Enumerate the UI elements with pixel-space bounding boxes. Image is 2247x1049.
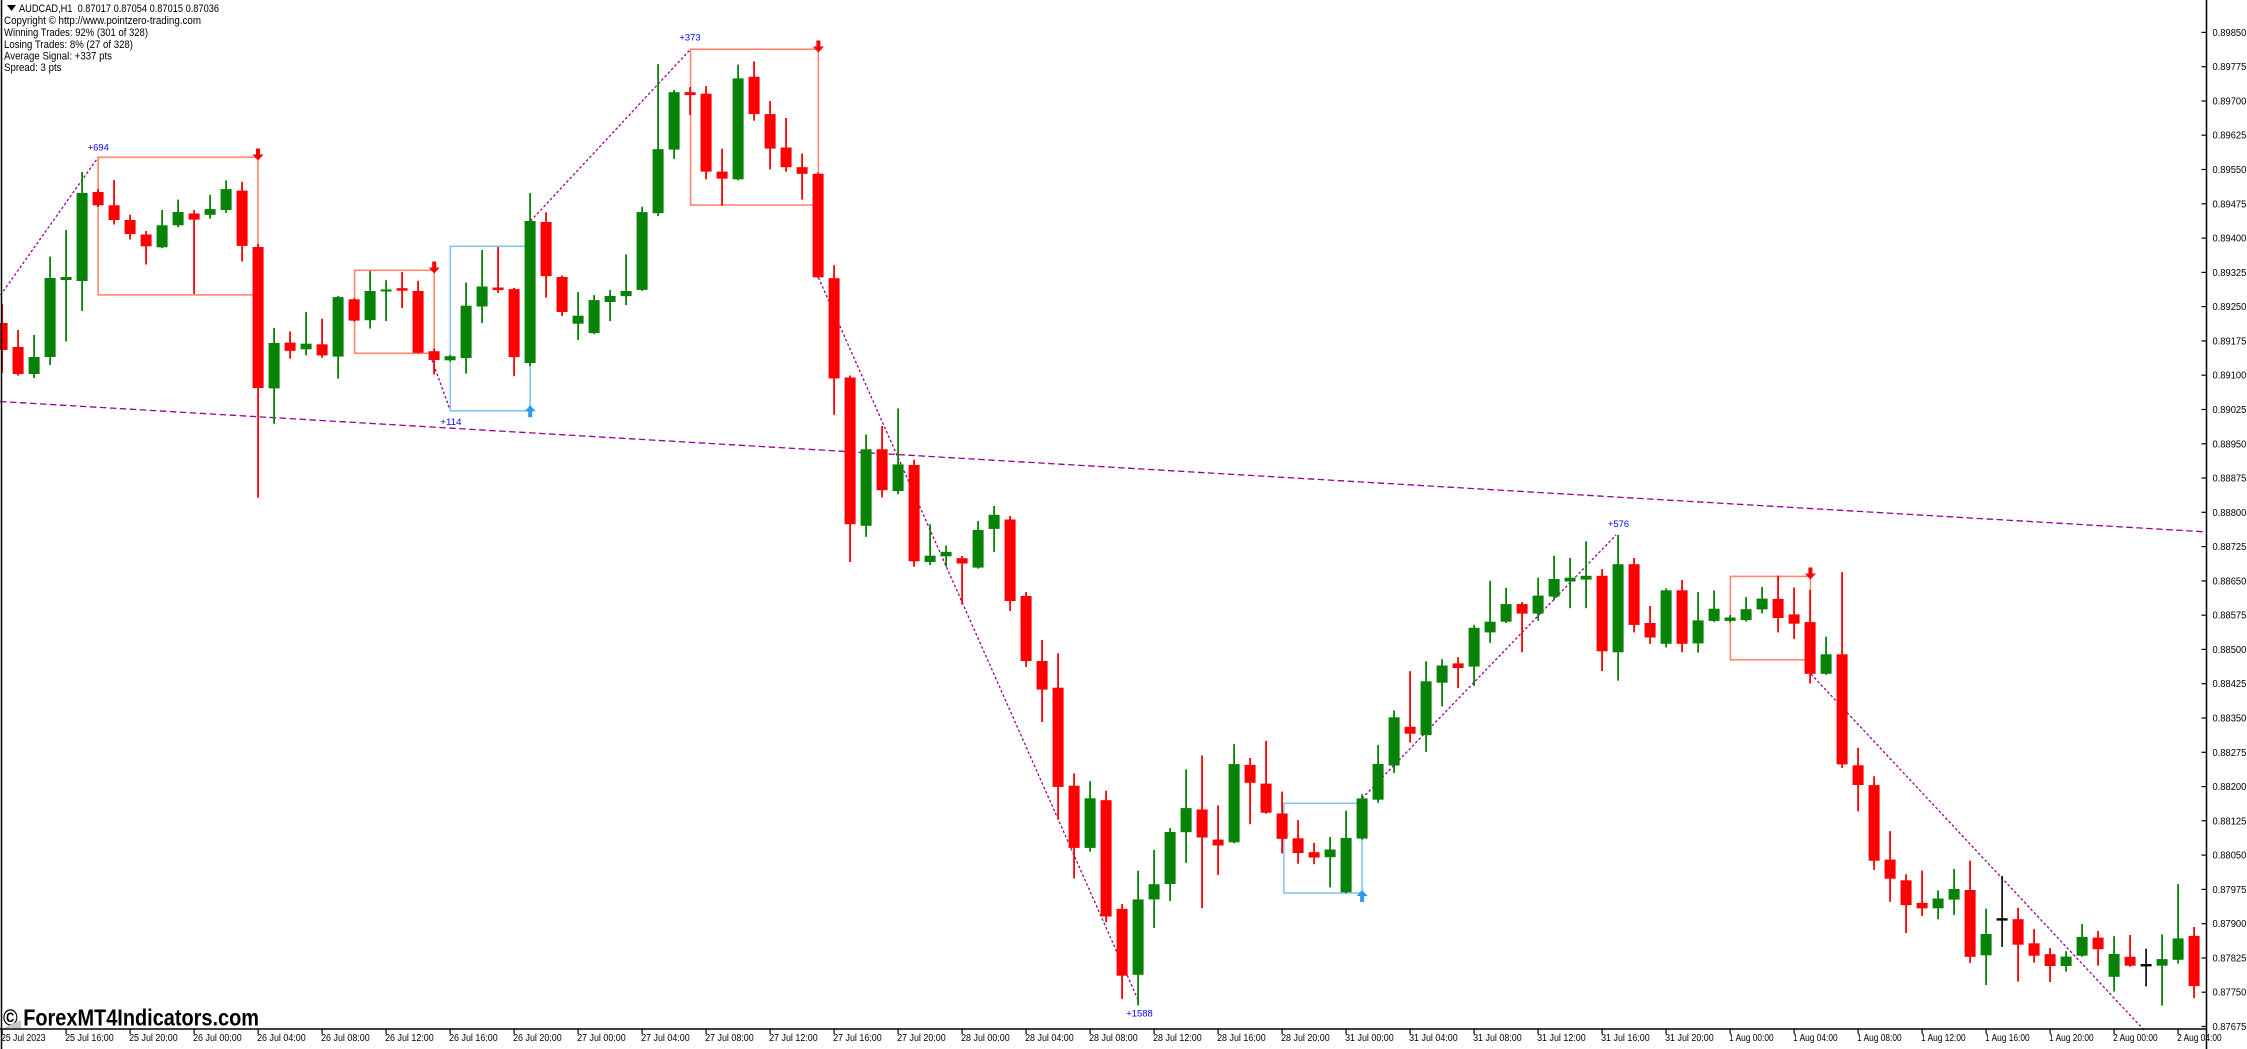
- svg-text:Average Signal: +337 pts: Average Signal: +337 pts: [4, 50, 112, 62]
- svg-text:+576: +576: [1608, 519, 1629, 530]
- svg-text:26 Jul 12:00: 26 Jul 12:00: [385, 1033, 434, 1044]
- svg-text:1 Aug 08:00: 1 Aug 08:00: [1857, 1033, 1902, 1044]
- svg-text:28 Jul 08:00: 28 Jul 08:00: [1089, 1033, 1138, 1044]
- svg-text:+114: +114: [440, 417, 461, 428]
- svg-text:0.87675: 0.87675: [2213, 1022, 2247, 1033]
- svg-text:31 Jul 20:00: 31 Jul 20:00: [1665, 1033, 1714, 1044]
- svg-text:27 Jul 16:00: 27 Jul 16:00: [833, 1033, 882, 1044]
- svg-text:+1588: +1588: [1126, 1009, 1153, 1020]
- svg-text:0.88950: 0.88950: [2213, 439, 2247, 450]
- svg-text:Winning Trades: 92% (301 of 32: Winning Trades: 92% (301 of 328): [4, 27, 148, 39]
- svg-text:27 Jul 12:00: 27 Jul 12:00: [769, 1033, 818, 1044]
- svg-text:Spread: 3 pts: Spread: 3 pts: [4, 62, 62, 74]
- svg-text:0.89775: 0.89775: [2213, 62, 2247, 73]
- svg-text:0.87825: 0.87825: [2213, 954, 2247, 965]
- svg-text:0.88725: 0.88725: [2213, 542, 2247, 553]
- svg-text:27 Jul 20:00: 27 Jul 20:00: [897, 1033, 946, 1044]
- svg-text:0.89850: 0.89850: [2213, 28, 2247, 39]
- svg-text:0.89475: 0.89475: [2213, 199, 2247, 210]
- svg-text:0.88350: 0.88350: [2213, 714, 2247, 725]
- svg-text:28 Jul 12:00: 28 Jul 12:00: [1153, 1033, 1202, 1044]
- svg-text:26 Jul 00:00: 26 Jul 00:00: [193, 1033, 242, 1044]
- svg-text:Losing Trades: 8% (27 of 328): Losing Trades: 8% (27 of 328): [4, 39, 133, 51]
- svg-text:0.88125: 0.88125: [2213, 816, 2247, 827]
- svg-text:0.89025: 0.89025: [2213, 405, 2247, 416]
- svg-text:0.89175: 0.89175: [2213, 336, 2247, 347]
- svg-text:31 Jul 16:00: 31 Jul 16:00: [1601, 1033, 1650, 1044]
- svg-text:25 Jul 2023: 25 Jul 2023: [1, 1033, 46, 1044]
- svg-text:28 Jul 16:00: 28 Jul 16:00: [1217, 1033, 1266, 1044]
- svg-text:26 Jul 16:00: 26 Jul 16:00: [449, 1033, 498, 1044]
- svg-text:0.88050: 0.88050: [2213, 851, 2247, 862]
- svg-text:1 Aug 00:00: 1 Aug 00:00: [1729, 1033, 1774, 1044]
- svg-text:28 Jul 00:00: 28 Jul 00:00: [961, 1033, 1010, 1044]
- svg-text:0.87900: 0.87900: [2213, 919, 2247, 930]
- svg-text:1 Aug 12:00: 1 Aug 12:00: [1921, 1033, 1966, 1044]
- svg-text:0.89625: 0.89625: [2213, 131, 2247, 142]
- svg-text:0.89700: 0.89700: [2213, 97, 2247, 108]
- svg-text:27 Jul 08:00: 27 Jul 08:00: [705, 1033, 754, 1044]
- svg-text:26 Jul 20:00: 26 Jul 20:00: [513, 1033, 562, 1044]
- svg-text:31 Jul 12:00: 31 Jul 12:00: [1537, 1033, 1586, 1044]
- svg-text:2 Aug 00:00: 2 Aug 00:00: [2113, 1033, 2158, 1044]
- svg-text:+694: +694: [88, 143, 109, 154]
- svg-text:AUDCAD,H1 0.87017 0.87054 0.8: AUDCAD,H1 0.87017 0.87054 0.87015 0.8703…: [19, 3, 219, 15]
- svg-text:0.88425: 0.88425: [2213, 679, 2247, 690]
- svg-text:Copyright © http://www.pointze: Copyright © http://www.pointzero-trading…: [4, 15, 201, 27]
- svg-text:26 Jul 08:00: 26 Jul 08:00: [321, 1033, 370, 1044]
- svg-text:© ForexMT4Indicators.com: © ForexMT4Indicators.com: [3, 1005, 259, 1031]
- svg-text:28 Jul 04:00: 28 Jul 04:00: [1025, 1033, 1074, 1044]
- svg-text:0.88575: 0.88575: [2213, 611, 2247, 622]
- svg-text:1 Aug 16:00: 1 Aug 16:00: [1985, 1033, 2030, 1044]
- svg-text:0.88275: 0.88275: [2213, 748, 2247, 759]
- svg-text:2 Aug 04:00: 2 Aug 04:00: [2177, 1033, 2222, 1044]
- svg-text:27 Jul 04:00: 27 Jul 04:00: [641, 1033, 690, 1044]
- svg-text:25 Jul 16:00: 25 Jul 16:00: [65, 1033, 114, 1044]
- svg-text:1 Aug 04:00: 1 Aug 04:00: [1793, 1033, 1838, 1044]
- svg-text:+373: +373: [679, 33, 700, 44]
- svg-text:1 Aug 20:00: 1 Aug 20:00: [2049, 1033, 2094, 1044]
- svg-text:31 Jul 08:00: 31 Jul 08:00: [1473, 1033, 1522, 1044]
- svg-text:0.87750: 0.87750: [2213, 988, 2247, 999]
- svg-text:0.89550: 0.89550: [2213, 165, 2247, 176]
- svg-text:31 Jul 00:00: 31 Jul 00:00: [1345, 1033, 1394, 1044]
- svg-text:0.88800: 0.88800: [2213, 508, 2247, 519]
- svg-text:0.89400: 0.89400: [2213, 234, 2247, 245]
- svg-text:0.87975: 0.87975: [2213, 885, 2247, 896]
- svg-text:0.88500: 0.88500: [2213, 645, 2247, 656]
- svg-text:0.88200: 0.88200: [2213, 782, 2247, 793]
- svg-text:0.89100: 0.89100: [2213, 371, 2247, 382]
- svg-text:31 Jul 04:00: 31 Jul 04:00: [1409, 1033, 1458, 1044]
- svg-text:0.89325: 0.89325: [2213, 268, 2247, 279]
- svg-text:27 Jul 00:00: 27 Jul 00:00: [577, 1033, 626, 1044]
- svg-text:26 Jul 04:00: 26 Jul 04:00: [257, 1033, 306, 1044]
- svg-text:0.89250: 0.89250: [2213, 302, 2247, 313]
- svg-text:25 Jul 20:00: 25 Jul 20:00: [129, 1033, 178, 1044]
- svg-text:0.88650: 0.88650: [2213, 576, 2247, 587]
- svg-text:28 Jul 20:00: 28 Jul 20:00: [1281, 1033, 1330, 1044]
- svg-text:0.88875: 0.88875: [2213, 474, 2247, 485]
